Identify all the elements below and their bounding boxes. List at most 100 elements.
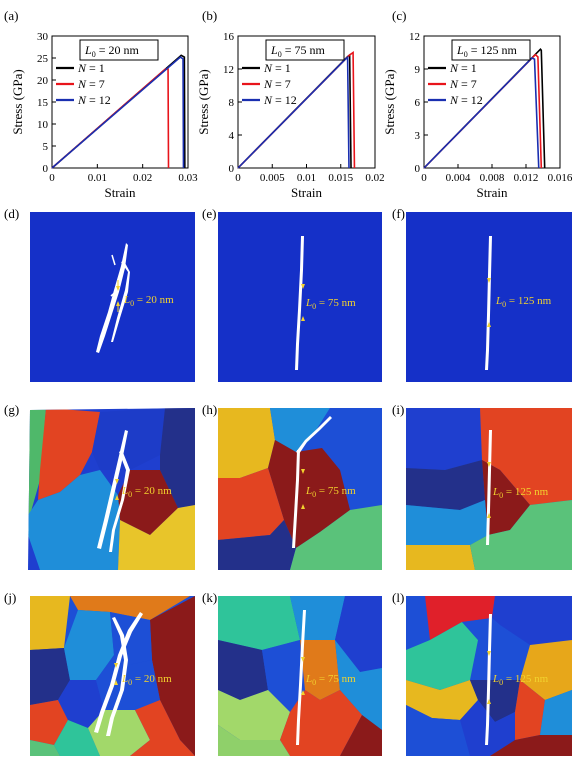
annotation-e: L0 = 75 nm <box>305 297 356 311</box>
chart-title: L0 = 75 nm <box>270 43 325 59</box>
panel-label-g: (g) <box>4 402 19 417</box>
y-tick-label: 10 <box>37 119 49 131</box>
chart-b: (b) 0 0.005 0.01 0.015 0.02 0 4 8 12 16 Strain Stres… <box>196 8 385 200</box>
panel-label-c: (c) <box>392 8 406 23</box>
crack-k <box>296 610 306 745</box>
x-tick-label: 0.02 <box>365 172 384 184</box>
panel-label-k: (k) <box>202 590 217 605</box>
dimension-marker-i <box>487 462 491 518</box>
legend-entry: N = 7 <box>77 77 105 91</box>
chart-title: L0 = 20 nm <box>84 43 139 59</box>
legend-entry: N = 7 <box>449 77 477 91</box>
y-tick-label: 12 <box>409 31 420 43</box>
series-line-n12 <box>237 55 350 169</box>
crack-g-main <box>97 430 128 549</box>
chart-c: (c) 0 0.004 0.008 0.012 0.016 0 3 6 9 12 Strain Stre… <box>382 8 573 200</box>
y-tick-label: 0 <box>229 163 235 175</box>
crack-l <box>485 614 492 745</box>
x-tick-label: 0.02 <box>133 172 152 184</box>
panel-label-d: (d) <box>4 206 19 221</box>
crack-j-main <box>94 612 143 733</box>
x-tick-label: 0.01 <box>88 172 107 184</box>
series-line-n12 <box>51 56 185 169</box>
crack-e <box>295 236 304 370</box>
panel-h: (h) L0 = 75 nm <box>202 402 382 570</box>
y-axis-label: Stress (GPa) <box>10 69 25 134</box>
x-axis-label: Strain <box>104 185 136 200</box>
y-tick-label: 0 <box>415 163 421 175</box>
x-tick-label: 0.01 <box>297 172 316 184</box>
y-tick-label: 8 <box>229 97 235 109</box>
y-tick-label: 16 <box>223 31 235 43</box>
crack-d-twigs <box>110 254 119 297</box>
y-tick-label: 6 <box>415 97 421 109</box>
dimension-marker-l <box>487 651 491 704</box>
y-tick-label: 20 <box>37 75 49 87</box>
x-tick-label: 0.005 <box>260 172 285 184</box>
annotation-h: L0 = 75 nm <box>305 485 356 499</box>
x-tick-label: 0.015 <box>328 172 353 184</box>
y-tick-label: 5 <box>43 141 49 153</box>
crack-d-branch <box>111 261 130 342</box>
crack-f <box>485 236 492 370</box>
annotation-k: L0 = 75 nm <box>305 673 356 687</box>
x-tick-label: 0.008 <box>480 172 505 184</box>
dimension-marker-g <box>115 479 119 500</box>
legend-entry: N = 12 <box>449 93 483 107</box>
dimension-marker-d <box>116 280 120 312</box>
grain-map-j <box>30 596 195 756</box>
title-box <box>451 39 531 61</box>
x-tick-label: 0.012 <box>514 172 539 184</box>
dimension-marker-k <box>301 657 305 695</box>
crack-j-branch <box>106 617 128 736</box>
annotation-i: L0 = 125 nm <box>492 486 549 500</box>
x-tick-label: 0 <box>421 172 427 184</box>
y-axis-label: Stress (GPa) <box>382 69 397 134</box>
panel-g: (g) L0 = 20 nm <box>4 402 195 570</box>
grain-map-h <box>218 408 382 570</box>
panel-label-e: (e) <box>202 206 216 221</box>
crack-d-main <box>96 243 128 353</box>
y-tick-label: 4 <box>229 130 235 142</box>
legend-entry: N = 1 <box>77 61 105 75</box>
y-tick-label: 0 <box>43 163 49 175</box>
chart-title: L0 = 125 nm <box>456 43 517 59</box>
y-tick-label: 3 <box>415 130 421 142</box>
title-box <box>79 39 159 61</box>
crack-g-branch <box>109 450 130 552</box>
crack-h-main <box>292 450 300 548</box>
panel-label-f: (f) <box>392 206 405 221</box>
annotation-j: L0 = 20 nm <box>121 673 172 687</box>
x-tick-label: 0.03 <box>178 172 198 184</box>
legend-entry: N = 12 <box>263 93 297 107</box>
panel-f: (f) L0 = 125 nm <box>392 206 572 382</box>
y-axis-label: Stress (GPa) <box>196 69 211 134</box>
dimension-marker-e <box>301 284 305 321</box>
panel-label-i: (i) <box>392 402 404 417</box>
y-tick-label: 30 <box>37 31 49 43</box>
dimension-marker-f <box>487 278 491 327</box>
x-tick-label: 0.004 <box>446 172 471 184</box>
legend-entry: N = 12 <box>77 93 111 107</box>
dimension-marker-h <box>301 469 305 509</box>
legend-entry: N = 1 <box>263 61 291 75</box>
panel-label-j: (j) <box>4 590 16 605</box>
annotation-g: L0 = 20 nm <box>121 485 172 499</box>
panel-label-l: (l) <box>392 590 404 605</box>
series-line-n12 <box>423 57 540 169</box>
x-tick-label: 0.016 <box>548 172 573 184</box>
panel-label-a: (a) <box>4 8 18 23</box>
annotation-d: L0 = 20 nm <box>123 294 174 308</box>
panel-d: (d) L0 = 20 nm <box>4 206 195 382</box>
x-tick-label: 0 <box>49 172 55 184</box>
dimension-marker-j <box>114 663 118 685</box>
panel-l: (l) L0 = 125 nm <box>392 590 572 756</box>
panel-label-h: (h) <box>202 402 217 417</box>
title-box <box>265 39 345 61</box>
x-tick-label: 0 <box>235 172 241 184</box>
annotation-l: L0 = 125 nm <box>492 673 549 687</box>
grain-map-l <box>406 596 572 756</box>
grain-map-k <box>218 596 382 756</box>
panel-i: (i) L0 = 125 nm <box>392 402 572 570</box>
